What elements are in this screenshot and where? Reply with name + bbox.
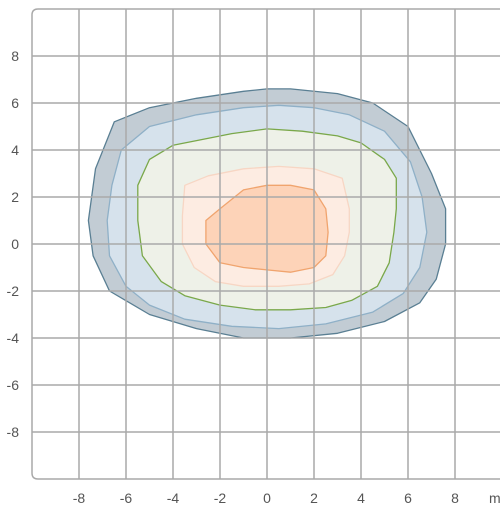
y-tick-label: 6 bbox=[11, 95, 19, 111]
y-tick-label: -2 bbox=[7, 283, 20, 299]
x-unit-label: m bbox=[489, 490, 500, 506]
x-tick-label: -4 bbox=[167, 490, 180, 506]
grid-lines bbox=[31, 8, 500, 480]
x-tick-label: 2 bbox=[310, 490, 318, 506]
y-tick-label: 8 bbox=[11, 48, 19, 64]
tick-labels: -8 -6 -4 -2 0 2 4 6 8 8 6 4 2 0 -2 -4 -6 -8 bbox=[7, 48, 460, 506]
y-tick-label: 2 bbox=[11, 189, 19, 205]
y-tick-label: 4 bbox=[11, 142, 19, 158]
x-tick-label: 4 bbox=[357, 490, 365, 506]
x-tick-label: -6 bbox=[120, 490, 133, 506]
y-tick-label: -4 bbox=[7, 330, 20, 346]
x-tick-label: -2 bbox=[214, 490, 227, 506]
y-tick-label: 0 bbox=[11, 236, 19, 252]
y-tick-label: -6 bbox=[7, 377, 20, 393]
x-tick-label: 6 bbox=[404, 490, 412, 506]
y-tick-label: -8 bbox=[7, 424, 20, 440]
x-tick-label: 0 bbox=[263, 490, 271, 506]
x-tick-label: 8 bbox=[451, 490, 459, 506]
x-tick-label: -8 bbox=[73, 490, 86, 506]
plot-frame bbox=[31, 8, 500, 480]
